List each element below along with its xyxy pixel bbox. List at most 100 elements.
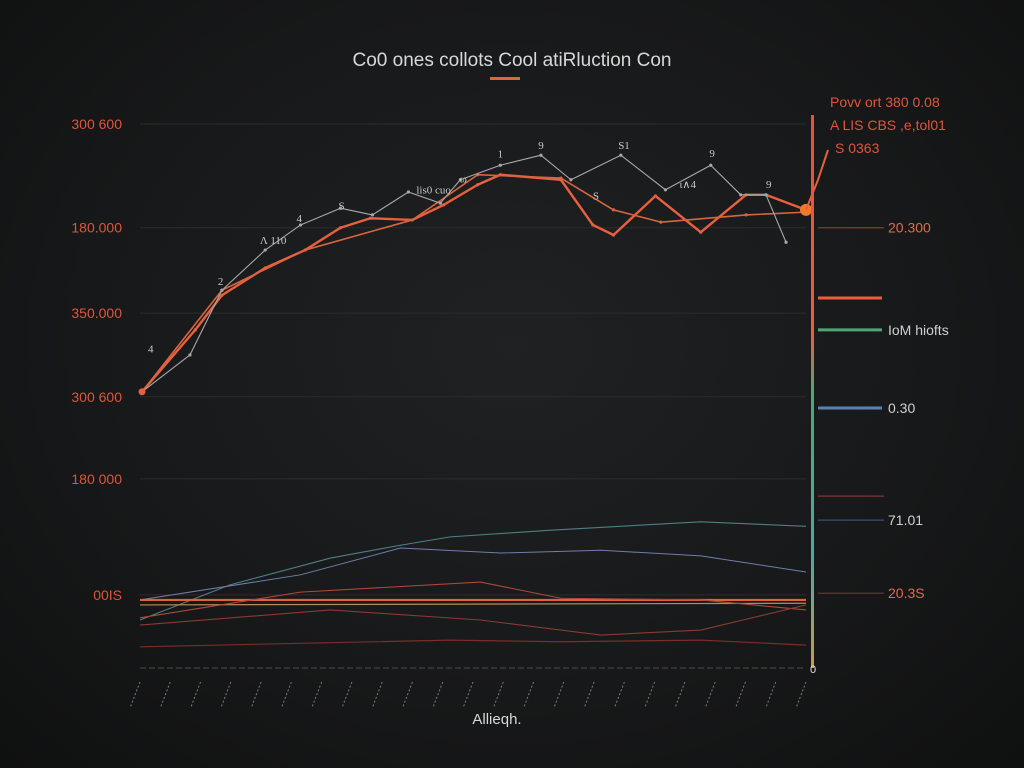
x-axis-label: Allieqh. [472,711,521,728]
x-tick-mark [250,681,262,709]
data-point [410,218,414,222]
x-tick-mark [401,681,413,709]
point-label: 9 [709,148,715,160]
x-tick-mark [704,681,716,709]
x-tick-mark [765,681,777,709]
data-point [370,213,375,217]
right-axis-bar [811,115,814,668]
x-tick-mark [159,681,171,709]
x-tick-mark [553,681,565,709]
x-tick-mark [432,681,444,709]
series-line-7 [139,581,807,619]
chart-title: Co0 ones collots Cool atiRluction Con [352,50,672,71]
data-point [591,223,595,227]
x-tick-mark [613,681,625,709]
point-label: S1 [618,140,630,152]
point-label: S [593,190,599,202]
series-line-3 [139,521,807,621]
series-line-4 [139,547,807,601]
data-point [653,194,658,198]
point-label: 4 [148,344,154,356]
y-tick-label: 350.000 [71,305,122,321]
series-line-1 [141,173,807,393]
point-label: ω [460,174,467,186]
data-point [303,248,307,252]
x-tick-mark [129,681,141,709]
point-label: S [338,200,344,212]
point-label: lis0 cuo [416,185,451,197]
legend-label: 20.300 [888,220,931,236]
legend-label: 20.3S [888,585,925,601]
legend-label: IoM hiofts [888,322,949,338]
data-point [458,178,462,182]
x-tick-mark [644,681,656,709]
data-point [569,178,573,182]
x-tick-mark [583,681,595,709]
data-point [784,240,788,244]
series-line-6 [139,602,807,606]
data-point [739,193,743,197]
series-line-9 [139,639,807,648]
data-point [188,353,192,357]
point-label: 9 [538,140,544,152]
data-point [663,188,668,192]
data-point [539,153,543,157]
data-point [699,230,703,234]
x-tick-mark [795,681,807,709]
x-tick-mark [190,681,202,709]
data-point [298,223,303,227]
data-point [368,216,373,220]
point-label: Λ 110 [260,235,287,247]
data-point [611,233,616,237]
x-tick-mark [462,681,474,709]
x-tick-mark [280,681,292,709]
point-label: 4 [297,213,303,225]
top-right-note: A LIS CBS ,e,tol01 [830,117,946,133]
data-point [559,176,563,180]
data-point [442,203,446,207]
y-tick-label: 300 600 [71,389,122,405]
y-tick-label: 300 600 [71,116,122,132]
data-point [193,328,197,332]
point-label: 9 [766,179,772,191]
x-tick-mark [734,681,746,709]
data-point [263,248,267,252]
top-right-note: S 0363 [835,140,880,156]
y-tick-label: 180.000 [71,220,122,236]
data-point [220,293,224,297]
series-line-0 [141,173,807,393]
data-point [619,153,623,157]
y-tick-label: 180 000 [71,471,122,487]
data-point [338,206,343,210]
point-label: 2 [218,276,224,288]
title-underline [490,77,520,80]
legend-label: 0.30 [888,400,915,416]
data-point [659,220,663,224]
data-point [476,183,480,187]
data-point [498,163,502,167]
point-label: ι∧4 [679,179,696,191]
series-line-8 [139,604,807,636]
data-point [220,288,224,292]
x-tick-mark [341,681,353,709]
data-point [744,213,748,217]
x-tick-mark [220,681,232,709]
y-tick-label: 00IS [93,587,122,603]
x-tick-mark [371,681,383,709]
data-point [338,226,343,230]
data-point [611,208,616,212]
x-tick-mark [674,681,686,709]
start-point [138,388,146,396]
data-point [709,163,713,167]
highlight-connector [805,149,829,211]
point-label: 1 [498,148,504,160]
right-zero-label: 0 [810,664,816,676]
data-point [406,190,410,194]
legend-label: 71.01 [888,512,923,528]
x-tick-mark [311,681,323,709]
top-right-note: Povv ort 380 0.08 [830,94,940,110]
data-point [764,193,768,197]
x-tick-mark [523,681,535,709]
data-point [438,201,442,205]
